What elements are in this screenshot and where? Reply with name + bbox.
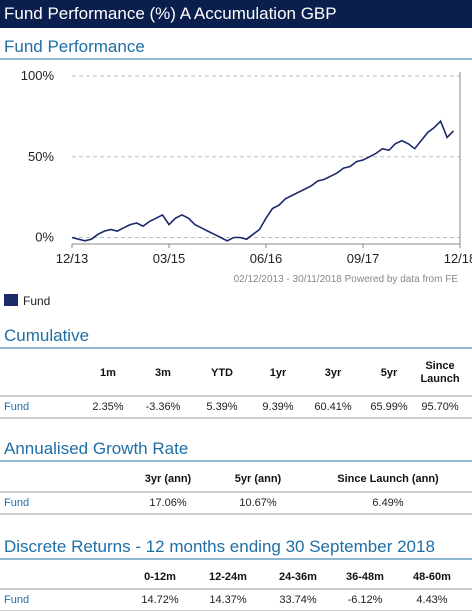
column-header: 3yr (ann) xyxy=(145,473,192,485)
row-label: Fund xyxy=(4,497,29,509)
y-tick-label: 50% xyxy=(28,149,54,164)
cell: 10.67% xyxy=(239,497,277,509)
column-header: 3yr xyxy=(325,367,342,379)
cell: 60.41% xyxy=(314,401,352,413)
cell: 65.99% xyxy=(370,401,408,413)
column-header: 0-12m xyxy=(144,571,176,583)
section-title: Annualised Growth Rate xyxy=(4,439,188,458)
cell: 14.37% xyxy=(209,594,247,606)
column-header: 12-24m xyxy=(209,571,247,583)
cell: -6.12% xyxy=(348,594,383,606)
cell: 2.35% xyxy=(92,401,123,413)
column-header: 24-36m xyxy=(279,571,317,583)
y-tick-label: 0% xyxy=(35,230,54,245)
legend-swatch xyxy=(4,294,18,306)
column-header: 1m xyxy=(100,367,116,379)
x-tick-label: 06/16 xyxy=(250,251,283,266)
row-label: Fund xyxy=(4,401,29,413)
cell: 6.49% xyxy=(372,497,403,509)
x-tick-label: 12/13 xyxy=(56,251,89,266)
section-title: Discrete Returns - 12 months ending 30 S… xyxy=(4,537,435,556)
row-label: Fund xyxy=(4,594,29,606)
column-header: 36-48m xyxy=(346,571,384,583)
column-header: 5yr (ann) xyxy=(235,473,282,485)
legend-label: Fund xyxy=(23,294,50,308)
section-title: Fund Performance xyxy=(4,37,145,56)
column-header: Since Launch (ann) xyxy=(337,473,439,485)
cell: 9.39% xyxy=(262,401,293,413)
cell: 14.72% xyxy=(141,594,179,606)
cell: 5.39% xyxy=(206,401,237,413)
column-header: Since Launch xyxy=(420,360,459,385)
cell: 33.74% xyxy=(279,594,317,606)
column-header: 1yr xyxy=(270,367,287,379)
column-header: 3m xyxy=(155,367,171,379)
chart-source: 02/12/2013 - 30/11/2018 Powered by data … xyxy=(234,274,459,285)
cell: -3.36% xyxy=(146,401,181,413)
y-tick-label: 100% xyxy=(21,68,55,83)
page-header: Fund Performance (%) A Accumulation GBP xyxy=(0,0,472,28)
cell: 4.43% xyxy=(416,594,447,606)
column-header: YTD xyxy=(211,367,233,379)
column-header: 5yr xyxy=(381,367,398,379)
column-header: 48-60m xyxy=(413,571,451,583)
x-tick-label: 12/18 xyxy=(444,251,472,266)
cell: 17.06% xyxy=(149,497,187,509)
x-tick-label: 03/15 xyxy=(153,251,186,266)
cell: 95.70% xyxy=(421,401,459,413)
section-title: Cumulative xyxy=(4,326,89,345)
line-series xyxy=(71,119,455,242)
x-tick-label: 09/17 xyxy=(347,251,380,266)
